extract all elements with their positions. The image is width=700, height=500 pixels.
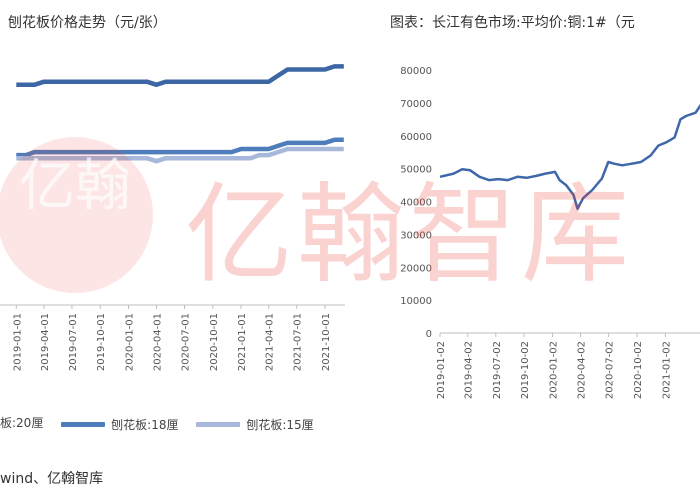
legend-item-18: 刨花板:18厘 [47,416,178,433]
y-tick-label: 10000 [400,296,432,307]
y-tick-label: 50000 [400,165,432,176]
x-tick-label: 2020-04-02 [577,341,588,399]
x-tick-label: 2021-04-01 [265,313,276,371]
x-tick-label: 2021-10-01 [321,313,332,371]
x-tick-label: 2020-07-01 [180,313,191,371]
x-tick-label: 2019-10-01 [96,313,107,371]
x-tick-label: 2020-07-02 [605,341,616,399]
y-tick-label: 20000 [400,263,432,274]
legend-item-20: 板:20厘 [0,414,43,431]
legend-label-20: 板:20厘 [0,416,44,430]
x-tick-label: 2019-01-01 [12,313,23,371]
y-tick-label: 0 [426,329,432,340]
legend-label-15: 刨花板:15厘 [246,418,314,432]
y-tick-label: 70000 [400,99,432,110]
x-tick-label: 2019-04-02 [464,341,475,399]
y-tick-label: 80000 [400,66,432,77]
series-line [16,64,344,88]
legend-swatch-15 [196,422,241,427]
y-tick-label: 40000 [400,198,432,209]
x-tick-label: 2019-01-02 [436,341,447,399]
x-tick-label: 2019-07-01 [68,313,79,371]
series-line [16,146,344,164]
left-chart: 2019-01-01 2019-04-01 2019-07-01 2019-10-01… [0,64,345,371]
right-chart: 0 10000 20000 30000 40000 50000 60000 70000 8000… [400,66,700,399]
x-tick-label: 2019-04-01 [40,313,51,371]
x-tick-label: 2021-07-01 [293,313,304,371]
x-tick-label: 2021-01-01 [237,313,248,371]
y-tick-label: 30000 [400,230,432,241]
x-tick-label: 2020-04-01 [153,313,164,371]
x-tick-label: 2020-10-02 [633,341,644,399]
x-tick-label: 2020-01-01 [125,313,136,371]
x-tick-label: 2020-10-01 [209,313,220,371]
source-note: wind、亿翰智库 [0,471,104,487]
series-line [439,103,700,210]
right-chart-title: 图表：长江有色市场:平均价:铜:1#（元 [390,15,635,31]
left-chart-legend: 板:20厘 刨花板:18厘 刨花板:15厘 [0,414,314,433]
legend-item-15: 刨花板:15厘 [182,416,314,433]
left-chart-title: 刨花板价格走势（元/张） [8,15,167,31]
legend-label-18: 刨花板:18厘 [111,418,179,432]
x-tick-label: 2021-01-02 [661,341,672,399]
legend-swatch-18 [61,422,106,427]
series-line [16,137,344,158]
x-tick-label: 2020-01-02 [549,341,560,399]
x-tick-label: 2019-07-02 [492,341,503,399]
x-tick-label: 2019-10-02 [520,341,531,399]
y-tick-label: 60000 [400,132,432,143]
